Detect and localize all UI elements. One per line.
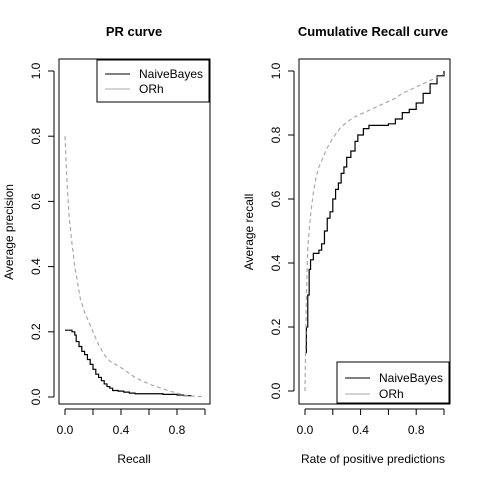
cr-x-tick-label: 0.8 xyxy=(408,423,425,437)
pr-x-tick-label: 0.0 xyxy=(57,423,74,437)
pr-legend: NaiveBayes ORh xyxy=(96,59,210,103)
cr-legend-box xyxy=(336,361,450,404)
pr-y-tick-label: 0.6 xyxy=(29,193,43,210)
pr-plot-box xyxy=(58,58,211,405)
pr-series-orh xyxy=(64,136,206,398)
pr-y-tick-label: 0.4 xyxy=(29,258,43,275)
cr-y-tick-label: 1.0 xyxy=(269,62,283,79)
cr-y-axis-label: Average recall xyxy=(242,194,256,271)
cr-series xyxy=(304,71,445,392)
cr-legend-label-naivebayes: NaiveBayes xyxy=(379,371,443,385)
cr-series-naivebayes xyxy=(305,71,445,354)
pr-curve-title: PR curve xyxy=(106,24,162,39)
pr-y-tick-label: 0.0 xyxy=(29,388,43,405)
cr-plot-box xyxy=(298,58,451,405)
cr-legend: NaiveBayes ORh xyxy=(336,361,450,404)
pr-series xyxy=(64,136,206,398)
pr-legend-label-orh: ORh xyxy=(139,82,164,96)
cr-y-tick-label: 0.0 xyxy=(269,382,283,399)
pr-y-axis-label: Average precision xyxy=(2,184,16,280)
pr-y-tick-label: 1.0 xyxy=(29,62,43,79)
cr-y-tick-label: 0.4 xyxy=(269,254,283,271)
cr-x-axis-label: Rate of positive predictions xyxy=(301,452,445,466)
cr-x-tick-label: 0.4 xyxy=(352,423,369,437)
pr-x-tick-label: 0.4 xyxy=(113,423,130,437)
cr-axes: 0.0 0.4 0.8 0.0 0.2 0.4 0.6 0.8 1.0 xyxy=(269,62,445,437)
pr-y-tick-label: 0.8 xyxy=(29,128,43,145)
cr-series-orh xyxy=(304,73,445,392)
cr-x-tick-label: 0.0 xyxy=(297,423,314,437)
pr-legend-box xyxy=(96,59,210,103)
pr-curve-panel: PR curve Recall Average precision 0.0 0.4… xyxy=(2,24,211,466)
pr-y-tick-label: 0.2 xyxy=(29,323,43,340)
pr-x-tick-label: 0.8 xyxy=(169,423,186,437)
pr-legend-label-naivebayes: NaiveBayes xyxy=(139,67,203,81)
cr-y-tick-label: 0.2 xyxy=(269,318,283,335)
pr-x-axis-label: Recall xyxy=(117,452,150,466)
cr-legend-label-orh: ORh xyxy=(379,387,404,401)
cr-y-tick-label: 0.6 xyxy=(269,190,283,207)
pr-axes: 0.0 0.4 0.8 0.0 0.2 0.4 0.6 0.8 1.0 xyxy=(29,62,206,437)
cumulative-recall-panel: Cumulative Recall curve Rate of positive… xyxy=(242,24,451,466)
pr-series-naivebayes xyxy=(65,329,192,397)
cumulative-recall-title: Cumulative Recall curve xyxy=(298,24,448,39)
cr-y-tick-label: 0.8 xyxy=(269,126,283,143)
